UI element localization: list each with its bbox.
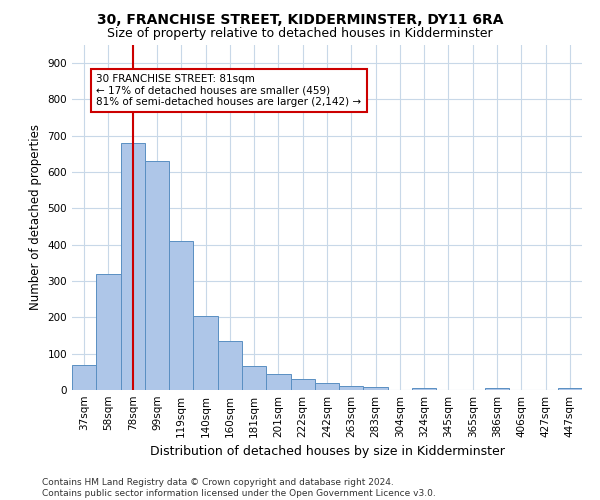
Text: 30 FRANCHISE STREET: 81sqm
← 17% of detached houses are smaller (459)
81% of sem: 30 FRANCHISE STREET: 81sqm ← 17% of deta… — [96, 74, 361, 108]
Text: Contains HM Land Registry data © Crown copyright and database right 2024.
Contai: Contains HM Land Registry data © Crown c… — [42, 478, 436, 498]
Bar — [412, 388, 436, 390]
Bar — [364, 387, 388, 390]
Bar — [266, 374, 290, 390]
Text: Size of property relative to detached houses in Kidderminster: Size of property relative to detached ho… — [107, 28, 493, 40]
Y-axis label: Number of detached properties: Number of detached properties — [29, 124, 42, 310]
Bar — [218, 341, 242, 390]
Bar — [290, 379, 315, 390]
Bar — [169, 241, 193, 390]
Bar — [145, 161, 169, 390]
Bar — [96, 274, 121, 390]
Bar — [558, 388, 582, 390]
Bar — [72, 364, 96, 390]
Bar — [485, 388, 509, 390]
X-axis label: Distribution of detached houses by size in Kidderminster: Distribution of detached houses by size … — [149, 446, 505, 458]
Text: 30, FRANCHISE STREET, KIDDERMINSTER, DY11 6RA: 30, FRANCHISE STREET, KIDDERMINSTER, DY1… — [97, 12, 503, 26]
Bar — [339, 386, 364, 390]
Bar — [193, 316, 218, 390]
Bar — [242, 366, 266, 390]
Bar — [121, 143, 145, 390]
Bar — [315, 382, 339, 390]
